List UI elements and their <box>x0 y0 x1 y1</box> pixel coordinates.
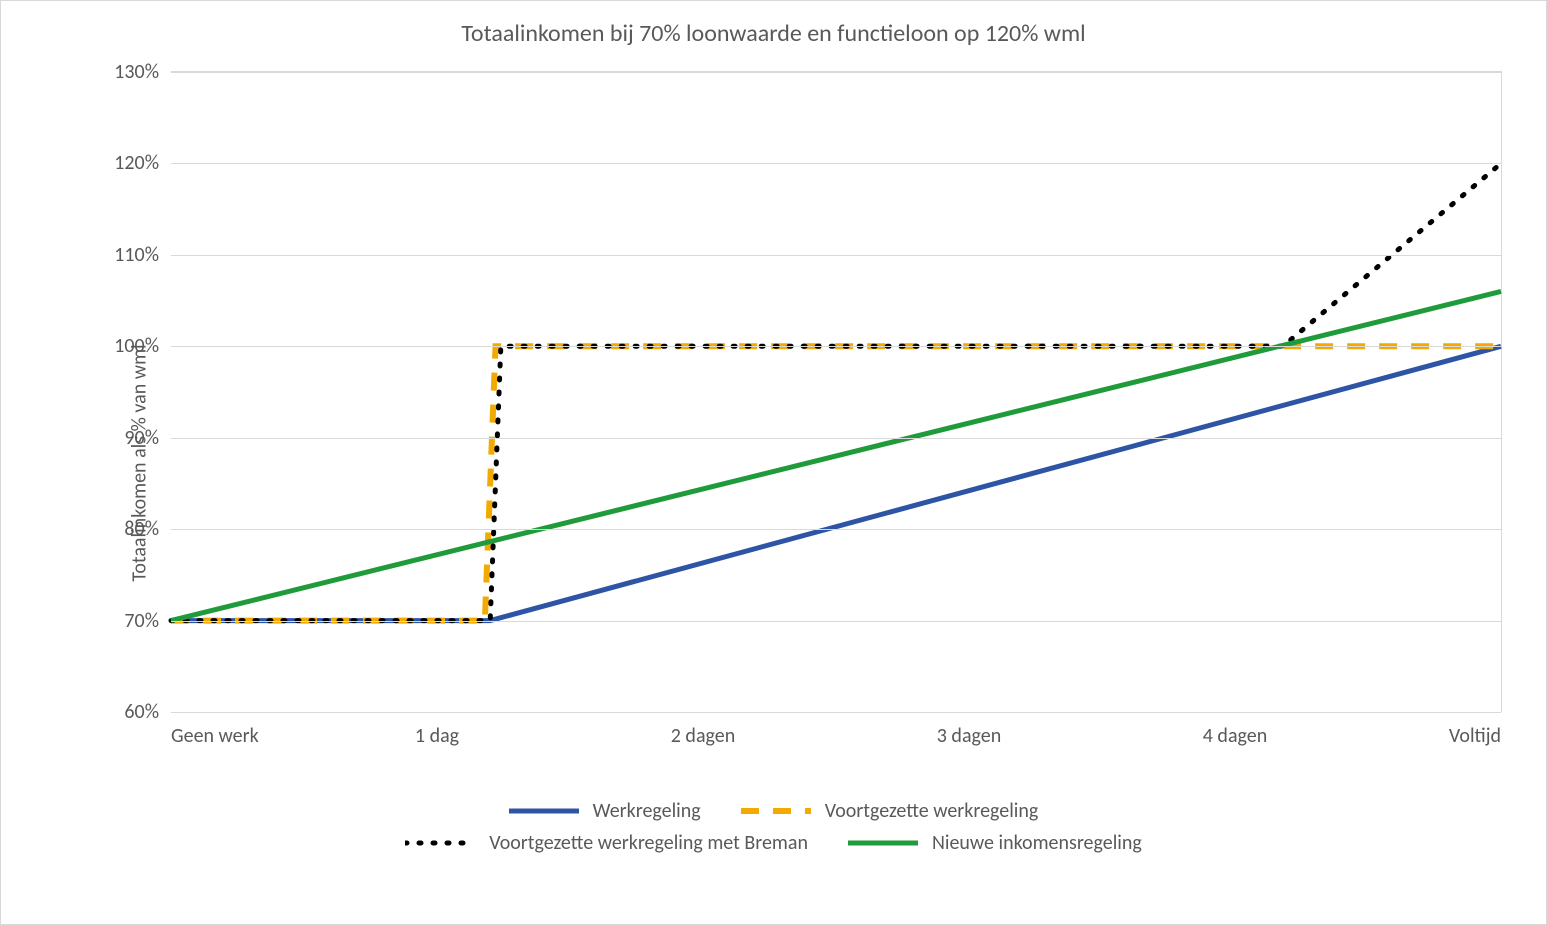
legend-item: Voortgezette werkregeling <box>741 799 1039 823</box>
x-tick-label: 4 dagen <box>1203 712 1267 748</box>
legend-item: Werkregeling <box>509 799 701 823</box>
gridline <box>171 255 1501 256</box>
legend-swatch <box>509 801 579 821</box>
series-line <box>171 291 1501 620</box>
series-line <box>171 346 1501 620</box>
legend: Werkregeling Voortgezette werkregeling Voo… <box>1 799 1546 855</box>
y-tick-label: 110% <box>114 243 171 267</box>
y-tick-label: 130% <box>114 60 171 84</box>
legend-row: Werkregeling Voortgezette werkregeling <box>1 799 1546 823</box>
legend-swatch <box>741 801 811 821</box>
chart-container: Totaalinkomen bij 70% loonwaarde en func… <box>0 0 1547 925</box>
legend-label: Werkregeling <box>593 799 701 823</box>
gridline <box>171 712 1501 713</box>
gridline <box>171 438 1501 439</box>
x-tick-label: Geen werk <box>171 712 259 748</box>
gridline <box>171 346 1501 347</box>
y-tick-label: 80% <box>124 517 171 541</box>
y-axis-label: Totaalinkomen als % van wml <box>128 344 152 581</box>
x-tick-label: 3 dagen <box>937 712 1001 748</box>
legend-swatch <box>405 833 475 853</box>
gridline <box>171 621 1501 622</box>
y-tick-label: 60% <box>124 700 171 724</box>
x-tick-label: Voltijd <box>1449 712 1501 748</box>
legend-item: Voortgezette werkregeling met Breman <box>405 831 808 855</box>
gridline <box>171 529 1501 530</box>
y-tick-label: 120% <box>114 151 171 175</box>
gridline <box>171 163 1501 164</box>
legend-swatch <box>848 833 918 853</box>
chart-title: Totaalinkomen bij 70% loonwaarde en func… <box>1 19 1546 48</box>
x-tick-label: 1 dag <box>415 712 459 748</box>
y-tick-label: 70% <box>124 609 171 633</box>
legend-item: Nieuwe inkomensregeling <box>848 831 1142 855</box>
legend-row: Voortgezette werkregeling met Breman Nieu… <box>1 831 1546 855</box>
legend-label: Voortgezette werkregeling met Breman <box>489 831 808 855</box>
plot-area: 60%70%80%90%100%110%120%130%Geen werk1 d… <box>171 71 1502 712</box>
gridline <box>171 72 1501 73</box>
series-line <box>171 163 1501 620</box>
y-tick-label: 90% <box>124 426 171 450</box>
legend-label: Nieuwe inkomensregeling <box>932 831 1142 855</box>
legend-label: Voortgezette werkregeling <box>825 799 1039 823</box>
chart-lines-svg <box>171 72 1501 712</box>
x-tick-label: 2 dagen <box>671 712 735 748</box>
series-line <box>171 346 1501 620</box>
y-tick-label: 100% <box>114 334 171 358</box>
